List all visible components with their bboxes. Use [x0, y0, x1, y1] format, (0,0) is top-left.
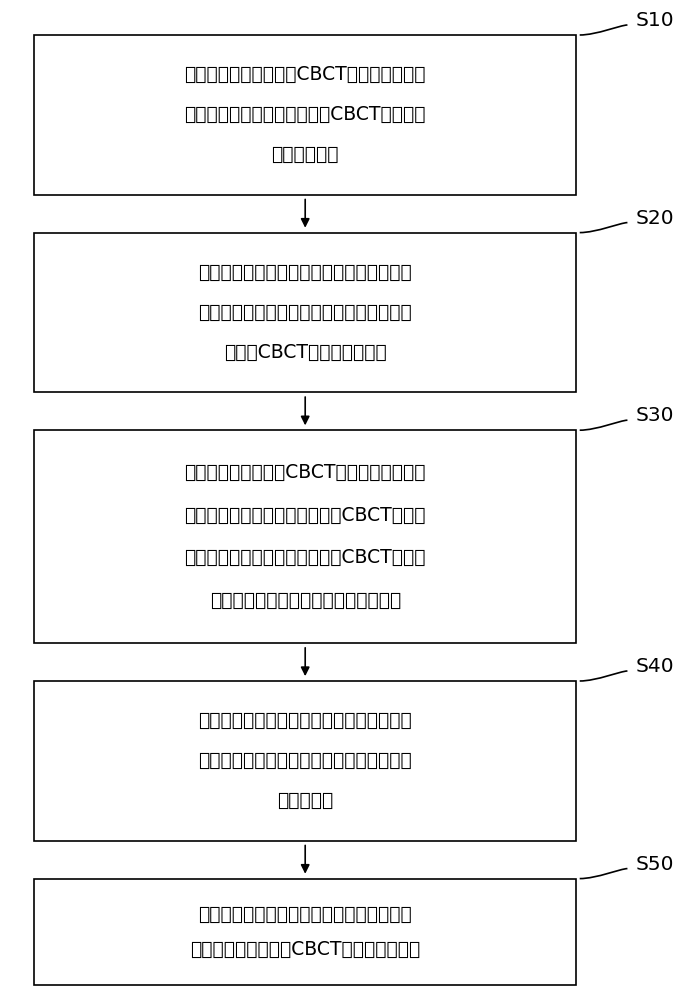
Text: S50: S50 [636, 855, 674, 874]
Bar [34, 430, 576, 643]
Text: S10: S10 [636, 11, 674, 30]
Bar [34, 879, 576, 985]
Text: 在所述目标二维图像上识别牙弓曲线，根据: 在所述目标二维图像上识别牙弓曲线，根据 [198, 263, 412, 282]
Text: 所述目标二维图像上的牙弓曲线确定各个二: 所述目标二维图像上的牙弓曲线确定各个二 [198, 303, 412, 322]
Text: 将各个加权矩阵按照顺序进行拼接，根据拼: 将各个加权矩阵按照顺序进行拼接，根据拼 [198, 905, 412, 924]
Text: 获取各组采样点对应的采样矩阵，分别对各: 获取各组采样点对应的采样矩阵，分别对各 [198, 711, 412, 730]
Text: 进行等距采样，得到各二维口腔CBCT图像上: 进行等距采样，得到各二维口腔CBCT图像上 [184, 506, 426, 525]
Bar [34, 681, 576, 841]
Text: S20: S20 [636, 209, 674, 228]
Text: 的多个采样点，将各个二维口腔CBCT图像位: 的多个采样点，将各个二维口腔CBCT图像位 [184, 548, 426, 567]
Text: 置相同的多个采样点确定为一组采样点: 置相同的多个采样点确定为一组采样点 [209, 591, 401, 610]
Text: S30: S30 [636, 406, 674, 425]
Bar [34, 233, 576, 392]
Text: 个加权矩阵: 个加权矩阵 [277, 791, 333, 810]
Text: 接结果获取所述口腔CBCT图像的全景图像: 接结果获取所述口腔CBCT图像的全景图像 [190, 940, 420, 959]
Text: 目标二维图像: 目标二维图像 [271, 145, 339, 164]
Text: 在多个连续的二维口腔CBCT图像中选择一个: 在多个连续的二维口腔CBCT图像中选择一个 [184, 65, 426, 84]
Text: 维口腔CBCT图像的牙弓曲线: 维口腔CBCT图像的牙弓曲线 [224, 343, 387, 362]
Text: 含有牙齿结构图像的二维口腔CBCT图像作为: 含有牙齿结构图像的二维口腔CBCT图像作为 [184, 105, 426, 124]
Text: S40: S40 [636, 657, 674, 676]
Text: 分别在各个二维口腔CBCT图像的牙弓曲线上: 分别在各个二维口腔CBCT图像的牙弓曲线上 [184, 463, 426, 482]
Text: 个采样矩阵进行加权前向投影操作，得到多: 个采样矩阵进行加权前向投影操作，得到多 [198, 751, 412, 770]
Bar [34, 35, 576, 195]
